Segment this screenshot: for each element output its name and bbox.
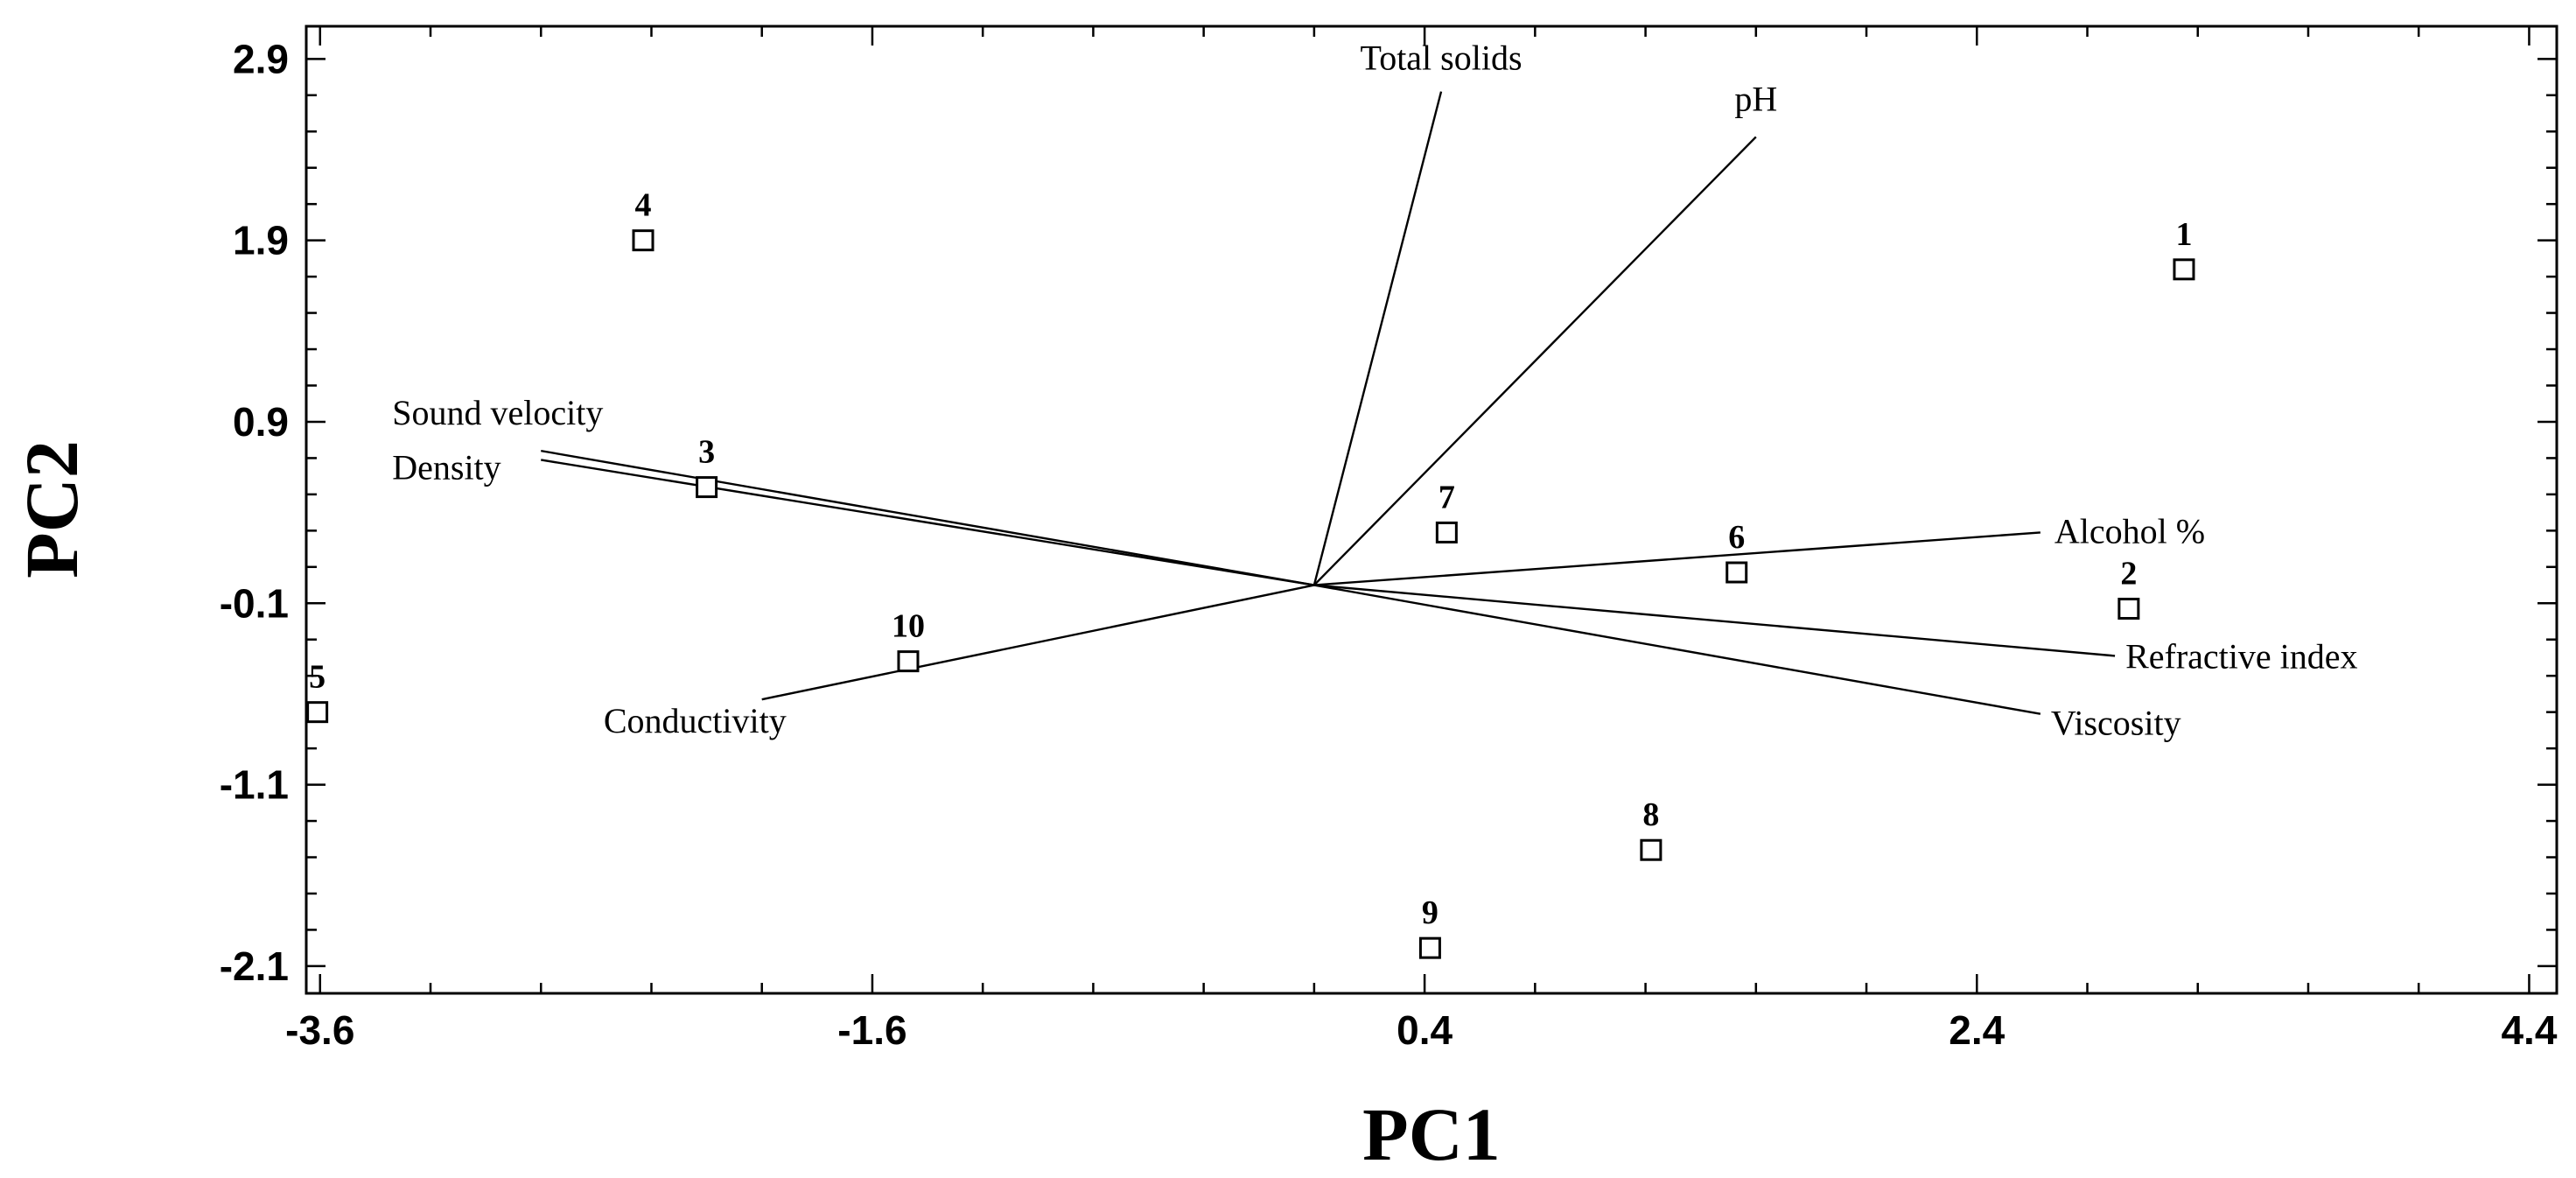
y-axis-title: PC2: [10, 440, 94, 578]
point-label-10: 10: [892, 608, 925, 645]
x-axis-title: PC1: [1362, 1092, 1501, 1176]
point-2: [2118, 597, 2140, 620]
vector-label-alcohol: Alcohol %: [2054, 511, 2205, 550]
y-tick-label: -2.1: [220, 943, 289, 989]
point-5: [306, 701, 329, 724]
vector-alcohol: [1313, 531, 2040, 586]
point-8: [1640, 838, 1662, 861]
vector-label-viscosity: Viscosity: [2051, 704, 2181, 743]
point-label-3: 3: [698, 434, 715, 471]
point-4: [632, 229, 654, 252]
y-tick-label: 2.9: [233, 36, 289, 81]
point-label-7: 7: [1438, 479, 1455, 515]
plot-frame: [304, 25, 2558, 995]
point-label-9: 9: [1422, 894, 1438, 931]
x-tick-label: 4.4: [2501, 1007, 2557, 1053]
y-tick-label: 0.9: [233, 399, 289, 445]
score-points: 1 2 3 4 5 6 7 8 9 10: [306, 187, 2195, 959]
loading-vectors: Total solids pH Sound velocity Density Alcoh…: [392, 39, 2357, 743]
x-tick-label: -3.6: [285, 1007, 354, 1053]
point-label-5: 5: [309, 659, 326, 696]
vector-conductivity: [761, 584, 1315, 701]
point-label-1: 1: [2175, 216, 2192, 253]
point-label-2: 2: [2120, 555, 2137, 592]
point-label-6: 6: [1728, 519, 1745, 556]
vector-label-refractive-index: Refractive index: [2125, 636, 2357, 676]
point-label-8: 8: [1642, 796, 1659, 833]
vector-refractive-index: [1313, 584, 2116, 657]
y-tick-label: -0.1: [220, 580, 289, 626]
x-tick-label: 2.4: [1949, 1007, 2005, 1053]
vector-label-ph: pH: [1734, 79, 1777, 118]
vector-viscosity: [1313, 584, 2041, 715]
vector-label-total-solids: Total solids: [1361, 39, 1522, 78]
vector-density: [541, 459, 1315, 586]
y-tick-label: 1.9: [233, 218, 289, 263]
point-9: [1418, 936, 1441, 959]
vector-sound-velocity: [541, 449, 1315, 586]
vector-label-density: Density: [392, 447, 500, 487]
point-label-4: 4: [635, 187, 652, 224]
x-tick-label: 0.4: [1396, 1007, 1452, 1053]
y-axis: 2.9 1.9 0.9 -0.1 -1.1 -2.1: [220, 36, 2557, 989]
point-7: [1435, 521, 1458, 543]
point-10: [897, 650, 920, 673]
vector-total-solids: [1312, 91, 1443, 585]
point-3: [696, 476, 718, 499]
y-tick-label: -1.1: [220, 762, 289, 808]
vector-ph: [1313, 136, 1757, 586]
point-1: [2173, 258, 2195, 281]
x-tick-label: -1.6: [837, 1007, 906, 1053]
vector-label-sound-velocity: Sound velocity: [392, 393, 603, 432]
x-axis: -3.6 -1.6 0.4 2.4 4.4: [285, 26, 2558, 1053]
point-6: [1726, 561, 1748, 584]
vector-label-conductivity: Conductivity: [604, 701, 787, 740]
